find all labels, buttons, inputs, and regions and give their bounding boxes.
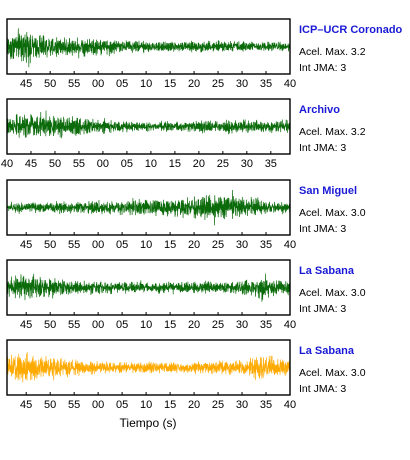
panel-2: 40 45 50 55 00 05 10 15 20 25 30 35 Archivo Acel. Max… xyxy=(1,98,366,170)
x-tick-label: 20 xyxy=(188,319,200,331)
x-tick-label: 30 xyxy=(236,399,248,411)
x-tick-label: 10 xyxy=(140,239,152,251)
plot-frame xyxy=(6,179,291,236)
x-tick-label: 15 xyxy=(164,239,176,251)
x-tick-label: 35 xyxy=(265,158,277,170)
x-tick-label: 10 xyxy=(145,158,157,170)
x-axis-label: Tiempo (s) xyxy=(120,416,177,430)
x-tick-label: 10 xyxy=(140,319,152,331)
x-tick-label: 25 xyxy=(212,319,224,331)
x-tick-label: 35 xyxy=(260,239,272,251)
station-name: Archivo xyxy=(299,104,340,116)
x-tick-label: 45 xyxy=(20,239,32,251)
max-acceleration-label: Acel. Max. 3.2 xyxy=(299,126,366,138)
x-tick-label: 05 xyxy=(116,319,128,331)
waveform-trace xyxy=(6,190,291,226)
plot-frame xyxy=(6,339,291,396)
x-tick-label: 55 xyxy=(68,239,80,251)
x-tick-label: 15 xyxy=(164,399,176,411)
x-tick-label: 20 xyxy=(188,399,200,411)
x-tick-label: 15 xyxy=(164,319,176,331)
x-tick-label: 30 xyxy=(236,78,248,90)
x-tick-label: 25 xyxy=(212,399,224,411)
x-tick-label: 05 xyxy=(116,239,128,251)
x-tick-label: 55 xyxy=(68,78,80,90)
x-tick-label: 35 xyxy=(260,78,272,90)
x-tick-label: 00 xyxy=(97,158,109,170)
x-tick-label: 55 xyxy=(68,319,80,331)
x-tick-label: 35 xyxy=(260,399,272,411)
x-tick-label: 40 xyxy=(284,78,296,90)
x-tick-label: 05 xyxy=(116,78,128,90)
station-name: La Sabana xyxy=(299,345,355,357)
x-tick-label: 45 xyxy=(20,399,32,411)
x-tick-label: 10 xyxy=(140,399,152,411)
plot-frame xyxy=(6,98,291,155)
x-tick-label: 30 xyxy=(236,239,248,251)
jma-intensity-label: Int JMA: 3 xyxy=(299,62,346,74)
x-tick-label: 15 xyxy=(164,78,176,90)
x-tick-label: 50 xyxy=(44,239,56,251)
x-tick-label: 20 xyxy=(188,78,200,90)
x-tick-label: 30 xyxy=(236,319,248,331)
x-tick-label: 40 xyxy=(284,399,296,411)
x-tick-label: 30 xyxy=(241,158,253,170)
x-tick-label: 25 xyxy=(212,78,224,90)
x-tick-label: 15 xyxy=(169,158,181,170)
panel-1: 45 50 55 00 05 10 15 20 25 30 35 40 ICP–UCR Coronado… xyxy=(6,18,403,90)
x-tick-label: 45 xyxy=(20,78,32,90)
x-tick-label: 50 xyxy=(49,158,61,170)
waveform-trace xyxy=(6,273,291,302)
x-tick-label: 25 xyxy=(212,239,224,251)
x-tick-label: 20 xyxy=(193,158,205,170)
waveform-trace xyxy=(6,28,291,68)
max-acceleration-label: Acel. Max. 3.0 xyxy=(299,287,366,299)
panel-3: 45 50 55 00 05 10 15 20 25 30 35 40 San Miguel Acel. … xyxy=(6,179,366,251)
x-tick-label: 00 xyxy=(92,399,104,411)
x-tick-label: 45 xyxy=(25,158,37,170)
x-tick-label: 40 xyxy=(284,319,296,331)
jma-intensity-label: Int JMA: 3 xyxy=(299,303,346,315)
x-tick-label: 00 xyxy=(92,239,104,251)
panel-4: 45 50 55 00 05 10 15 20 25 30 35 40 La Sabana Acel. M… xyxy=(6,259,366,331)
plot-frame xyxy=(6,18,291,75)
x-tick-label: 50 xyxy=(44,319,56,331)
station-name: La Sabana xyxy=(299,265,355,277)
x-tick-label: 05 xyxy=(116,399,128,411)
x-tick-label: 45 xyxy=(20,319,32,331)
plot-frame xyxy=(6,259,291,316)
jma-intensity-label: Int JMA: 3 xyxy=(299,223,346,235)
max-acceleration-label: Acel. Max. 3.0 xyxy=(299,207,366,219)
x-tick-label: 50 xyxy=(44,399,56,411)
x-tick-label: 50 xyxy=(44,78,56,90)
x-tick-label: 55 xyxy=(68,399,80,411)
station-name: San Miguel xyxy=(299,185,357,197)
max-acceleration-label: Acel. Max. 3.0 xyxy=(299,367,366,379)
waveform-trace xyxy=(6,110,291,139)
jma-intensity-label: Int JMA: 3 xyxy=(299,142,346,154)
x-tick-label: 40 xyxy=(284,239,296,251)
x-tick-label: 00 xyxy=(92,78,104,90)
waveform-trace xyxy=(6,351,291,383)
station-name: ICP–UCR Coronado xyxy=(299,24,403,36)
panel-5: 45 50 55 00 05 10 15 20 25 30 35 40 La Sabana Acel. M… xyxy=(6,339,366,411)
x-tick-label: 20 xyxy=(188,239,200,251)
x-tick-label: 00 xyxy=(92,319,104,331)
x-tick-label: 25 xyxy=(217,158,229,170)
x-tick-label: 35 xyxy=(260,319,272,331)
x-tick-label: 40 xyxy=(1,158,13,170)
max-acceleration-label: Acel. Max. 3.2 xyxy=(299,46,366,58)
jma-intensity-label: Int JMA: 3 xyxy=(299,383,346,395)
x-tick-label: 10 xyxy=(140,78,152,90)
x-tick-label: 55 xyxy=(73,158,85,170)
x-tick-label: 05 xyxy=(121,158,133,170)
